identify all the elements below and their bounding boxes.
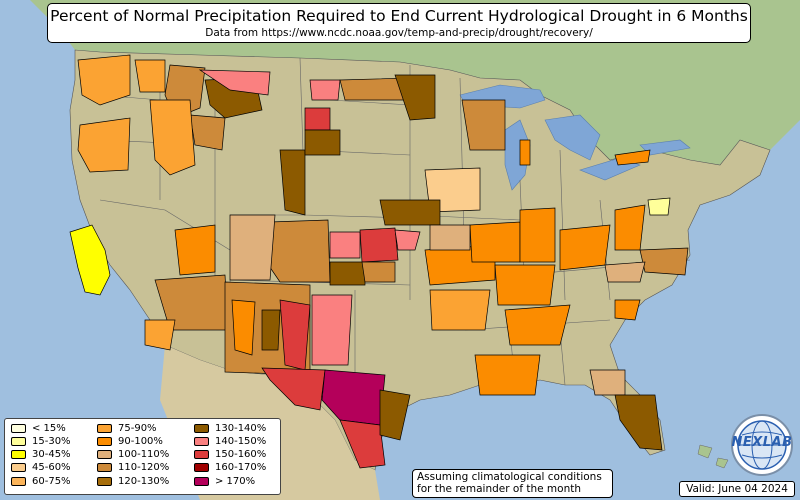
legend-label: < 15%	[32, 423, 66, 434]
legend-label: > 170%	[215, 476, 256, 487]
legend-label: 140-150%	[215, 436, 267, 447]
legend-swatch	[194, 463, 209, 472]
legend-swatch	[11, 463, 26, 472]
legend-label: 160-170%	[215, 462, 267, 473]
map-title: Percent of Normal Precipitation Required…	[50, 7, 748, 25]
small-islands	[697, 444, 729, 469]
legend-swatch	[97, 463, 112, 472]
legend-label: 30-45%	[32, 449, 71, 460]
legend-swatch	[97, 477, 112, 486]
legend-label: 110-120%	[118, 462, 170, 473]
legend: < 15% 15-30% 30-45% 45-60% 60-75% 75-90%…	[4, 418, 281, 495]
great-lakes	[459, 84, 691, 191]
legend-label: 45-60%	[32, 462, 71, 473]
title-box: Percent of Normal Precipitation Required…	[47, 3, 751, 43]
legend-swatch	[194, 437, 209, 446]
nexlab-logo: NEXLAB	[730, 413, 794, 477]
legend-swatch	[11, 450, 26, 459]
note-box: Assuming climatological conditions for t…	[412, 469, 613, 498]
logo-text: NEXLAB	[731, 435, 793, 450]
valid-date: Valid: June 04 2024	[679, 481, 795, 497]
legend-swatch	[11, 477, 26, 486]
legend-swatch	[194, 450, 209, 459]
legend-label: 100-110%	[118, 449, 170, 460]
legend-swatch	[97, 437, 112, 446]
legend-label: 60-75%	[32, 476, 71, 487]
legend-swatch	[97, 424, 112, 433]
drought-regions	[69, 54, 689, 469]
legend-swatch	[11, 424, 26, 433]
legend-label: 15-30%	[32, 436, 71, 447]
legend-swatch	[194, 424, 209, 433]
legend-label: 75-90%	[118, 423, 157, 434]
legend-label: 120-130%	[118, 476, 170, 487]
legend-swatch	[194, 477, 209, 486]
legend-label: 130-140%	[215, 423, 267, 434]
legend-swatch	[97, 450, 112, 459]
legend-label: 150-160%	[215, 449, 267, 460]
legend-label: 90-100%	[118, 436, 163, 447]
legend-swatch	[11, 437, 26, 446]
note-line-2: for the remainder of the month	[417, 483, 582, 495]
note-line-1: Assuming climatological conditions	[417, 471, 602, 483]
globe-icon	[731, 414, 793, 476]
map-subtitle: Data from https://www.ncdc.noaa.gov/temp…	[205, 27, 593, 39]
